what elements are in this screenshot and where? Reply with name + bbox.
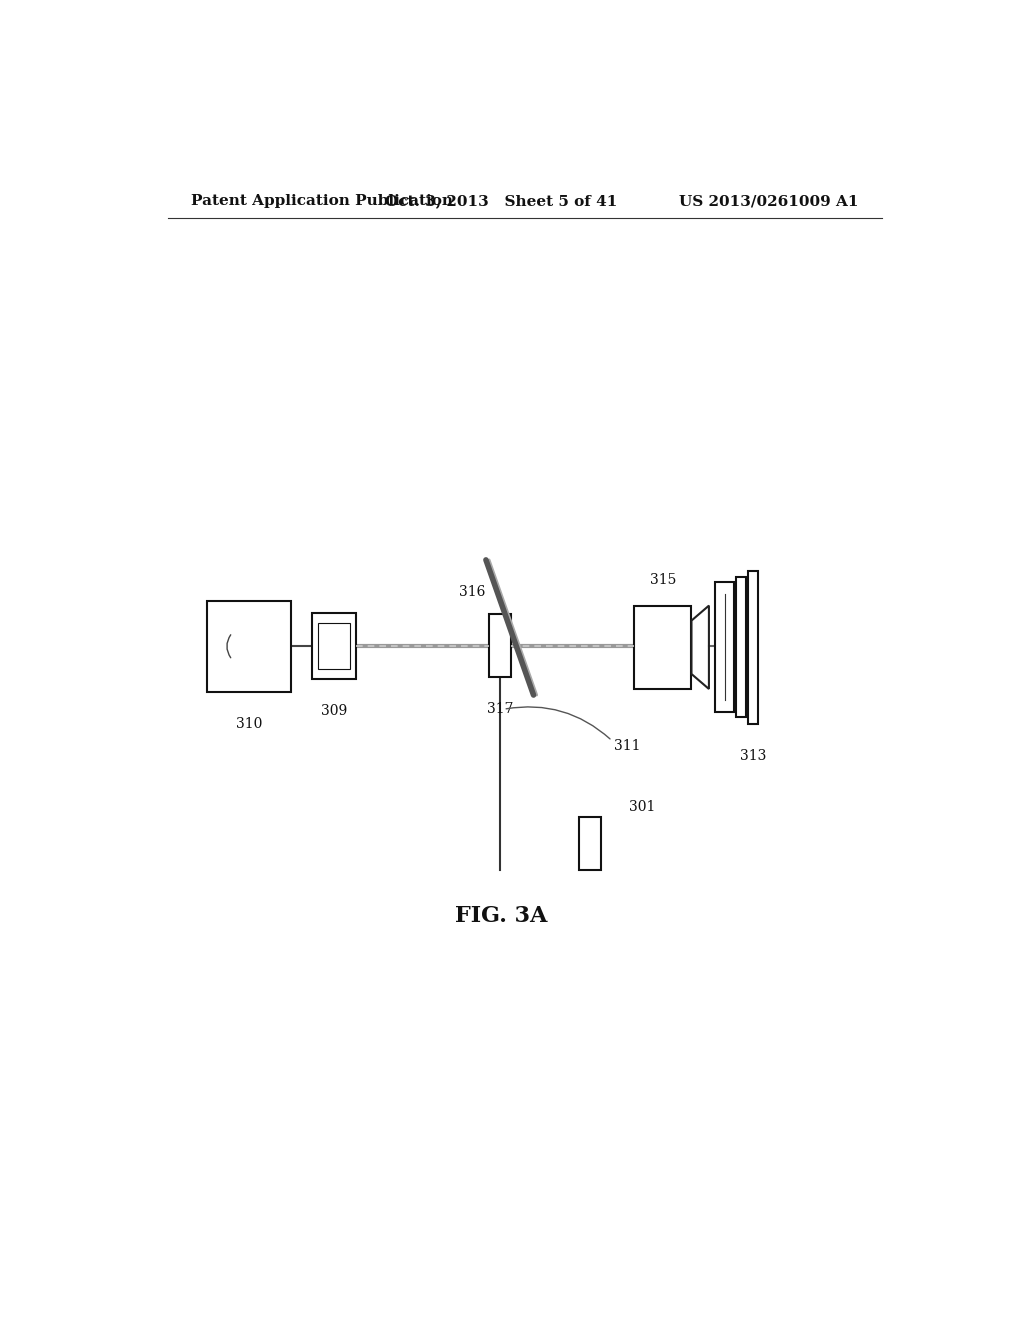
Text: Patent Application Publication: Patent Application Publication	[191, 194, 454, 209]
Text: 310: 310	[236, 718, 262, 731]
Text: 301: 301	[629, 800, 655, 814]
Text: 313: 313	[739, 748, 766, 763]
Bar	[312, 612, 355, 678]
Text: US 2013/0261009 A1: US 2013/0261009 A1	[679, 194, 858, 209]
Bar	[489, 614, 511, 677]
Bar	[579, 817, 601, 870]
Bar	[748, 572, 758, 723]
Bar	[317, 623, 350, 669]
Text: 317: 317	[487, 702, 513, 717]
Text: 316: 316	[459, 585, 485, 598]
Text: 309: 309	[321, 704, 347, 718]
Text: Oct. 3, 2013   Sheet 5 of 41: Oct. 3, 2013 Sheet 5 of 41	[385, 194, 617, 209]
Bar	[207, 601, 291, 692]
Bar	[736, 577, 746, 718]
Bar	[634, 606, 691, 689]
Text: 311: 311	[613, 739, 640, 752]
Text: FIG. 3A: FIG. 3A	[455, 904, 547, 927]
Text: 315: 315	[649, 573, 676, 587]
Bar	[715, 582, 734, 713]
